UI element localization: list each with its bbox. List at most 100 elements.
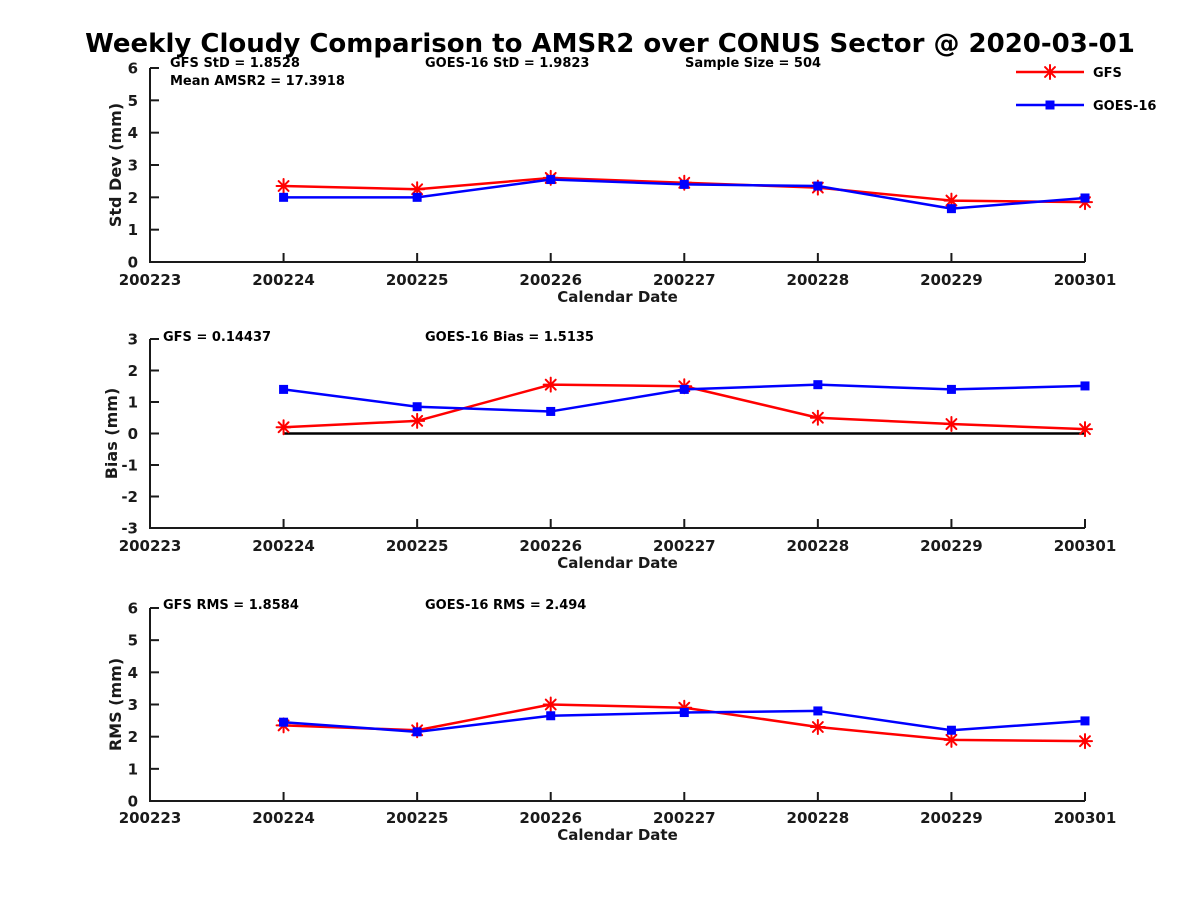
y-tick-label: 3 xyxy=(128,696,138,714)
goes16-data-marker xyxy=(946,384,956,394)
y-tick-label: 1 xyxy=(128,394,138,412)
goes16-data-marker xyxy=(412,727,422,737)
y-tick-label: -3 xyxy=(121,520,138,538)
x-tick-label: 200229 xyxy=(920,809,983,827)
goes16-data-marker xyxy=(279,192,289,202)
y-tick-label: 6 xyxy=(128,60,138,78)
gfs-data-marker xyxy=(542,696,559,713)
gfs-data-marker xyxy=(275,419,292,436)
x-tick-label: 200301 xyxy=(1054,271,1117,289)
stat-annotation: GFS = 0.14437 xyxy=(163,330,271,345)
x-axis-title: Calendar Date xyxy=(557,288,678,306)
y-tick-label: 5 xyxy=(128,92,138,110)
x-tick-label: 200227 xyxy=(653,271,716,289)
gfs-data-marker xyxy=(1077,733,1093,750)
y-tick-label: 0 xyxy=(128,793,138,811)
goes16-data-marker xyxy=(679,384,689,394)
x-tick-label: 200228 xyxy=(787,271,850,289)
x-tick-label: 200224 xyxy=(252,271,315,289)
x-tick-label: 200229 xyxy=(920,271,983,289)
y-tick-label: 0 xyxy=(128,254,138,272)
goes16-data-marker xyxy=(279,384,289,394)
x-tick-label: 200301 xyxy=(1054,809,1117,827)
x-tick-label: 200225 xyxy=(386,271,449,289)
y-tick-label: 2 xyxy=(128,728,138,746)
x-tick-label: 200226 xyxy=(519,809,582,827)
x-tick-label: 200223 xyxy=(119,809,182,827)
legend-asterisk-marker xyxy=(1042,64,1058,80)
x-tick-label: 200224 xyxy=(252,809,315,827)
stat-annotation: Mean AMSR2 = 17.3918 xyxy=(170,74,345,89)
goes16-data-marker xyxy=(1080,381,1090,391)
x-axis-title: Calendar Date xyxy=(557,826,678,844)
y-tick-label: -2 xyxy=(121,488,138,506)
x-tick-label: 200225 xyxy=(386,809,449,827)
y-tick-label: 0 xyxy=(128,425,138,443)
x-tick-label: 200227 xyxy=(653,809,716,827)
x-tick-label: 200227 xyxy=(653,537,716,555)
chart-rms: 0 1 2 3 4 5 6 200223 200224 200225 200226 200227 200… xyxy=(106,598,1116,844)
gfs-data-marker xyxy=(1077,421,1093,438)
x-tick-label: 200228 xyxy=(787,809,850,827)
goes16-data-marker xyxy=(546,711,556,721)
y-tick-label: 1 xyxy=(128,221,138,239)
gfs-data-marker xyxy=(809,409,826,426)
goes16-data-marker xyxy=(679,179,689,189)
y-tick-label: 4 xyxy=(128,124,138,142)
x-tick-label: 200223 xyxy=(119,537,182,555)
goes16-data-marker xyxy=(546,406,556,416)
chart-bias: -3 -2 -1 0 1 2 3 200223 200224 200225 200226 200227… xyxy=(102,330,1116,572)
gfs-data-marker xyxy=(809,719,826,736)
x-tick-label: 200226 xyxy=(519,537,582,555)
goes16-data-marker xyxy=(1080,716,1090,726)
y-tick-label: 2 xyxy=(128,189,138,207)
goes16-data-marker xyxy=(813,181,823,191)
stat-annotation: GFS RMS = 1.8584 xyxy=(163,598,299,613)
y-axis-title: Std Dev (mm) xyxy=(106,103,125,227)
stat-annotation: GOES-16 StD = 1.9823 xyxy=(425,56,589,71)
y-tick-label: 1 xyxy=(128,760,138,778)
goes16-data-marker xyxy=(412,402,422,412)
y-axis-title: Bias (mm) xyxy=(102,388,121,480)
goes16-data-marker xyxy=(679,708,689,718)
goes16-data-marker xyxy=(279,717,289,727)
goes16-data-marker xyxy=(412,192,422,202)
gfs-data-marker xyxy=(275,178,292,195)
legend-label: GOES-16 xyxy=(1093,99,1156,114)
gfs-data-marker xyxy=(943,416,960,433)
legend: GFS GOES-16 xyxy=(1016,64,1156,114)
gfs-data-marker xyxy=(542,376,559,393)
gfs-data-marker xyxy=(943,731,960,748)
y-tick-label: 6 xyxy=(128,600,138,618)
y-tick-label: -1 xyxy=(121,457,138,475)
gfs-data-marker xyxy=(409,412,426,429)
y-tick-label: 5 xyxy=(128,632,138,650)
legend-label: GFS xyxy=(1093,66,1122,81)
y-tick-label: 3 xyxy=(128,157,138,175)
goes16-data-marker xyxy=(813,380,823,390)
x-tick-label: 200301 xyxy=(1054,537,1117,555)
stat-annotation: GOES-16 Bias = 1.5135 xyxy=(425,330,594,345)
y-tick-label: 3 xyxy=(128,331,138,349)
x-tick-label: 200226 xyxy=(519,271,582,289)
y-axis-title: RMS (mm) xyxy=(106,658,125,751)
x-tick-label: 200224 xyxy=(252,537,315,555)
y-tick-label: 2 xyxy=(128,362,138,380)
stat-annotation: Sample Size = 504 xyxy=(685,56,821,71)
x-tick-label: 200223 xyxy=(119,271,182,289)
x-tick-label: 200228 xyxy=(787,537,850,555)
stat-annotation: GOES-16 RMS = 2.494 xyxy=(425,598,586,613)
goes16-data-marker xyxy=(813,706,823,716)
goes16-data-marker xyxy=(946,204,956,214)
goes16-data-marker xyxy=(946,725,956,735)
x-tick-label: 200225 xyxy=(386,537,449,555)
y-tick-label: 4 xyxy=(128,664,138,682)
chart-stddev: 0 1 2 3 4 5 6 200223 200224 200225 200226 200227 200… xyxy=(106,56,1116,306)
stat-annotation: GFS StD = 1.8528 xyxy=(170,56,300,71)
x-tick-label: 200229 xyxy=(920,537,983,555)
figure-title: Weekly Cloudy Comparison to AMSR2 over C… xyxy=(85,29,1135,59)
goes16-data-marker xyxy=(1080,193,1090,203)
goes16-data-marker xyxy=(546,175,556,185)
legend-square-marker xyxy=(1045,100,1055,110)
